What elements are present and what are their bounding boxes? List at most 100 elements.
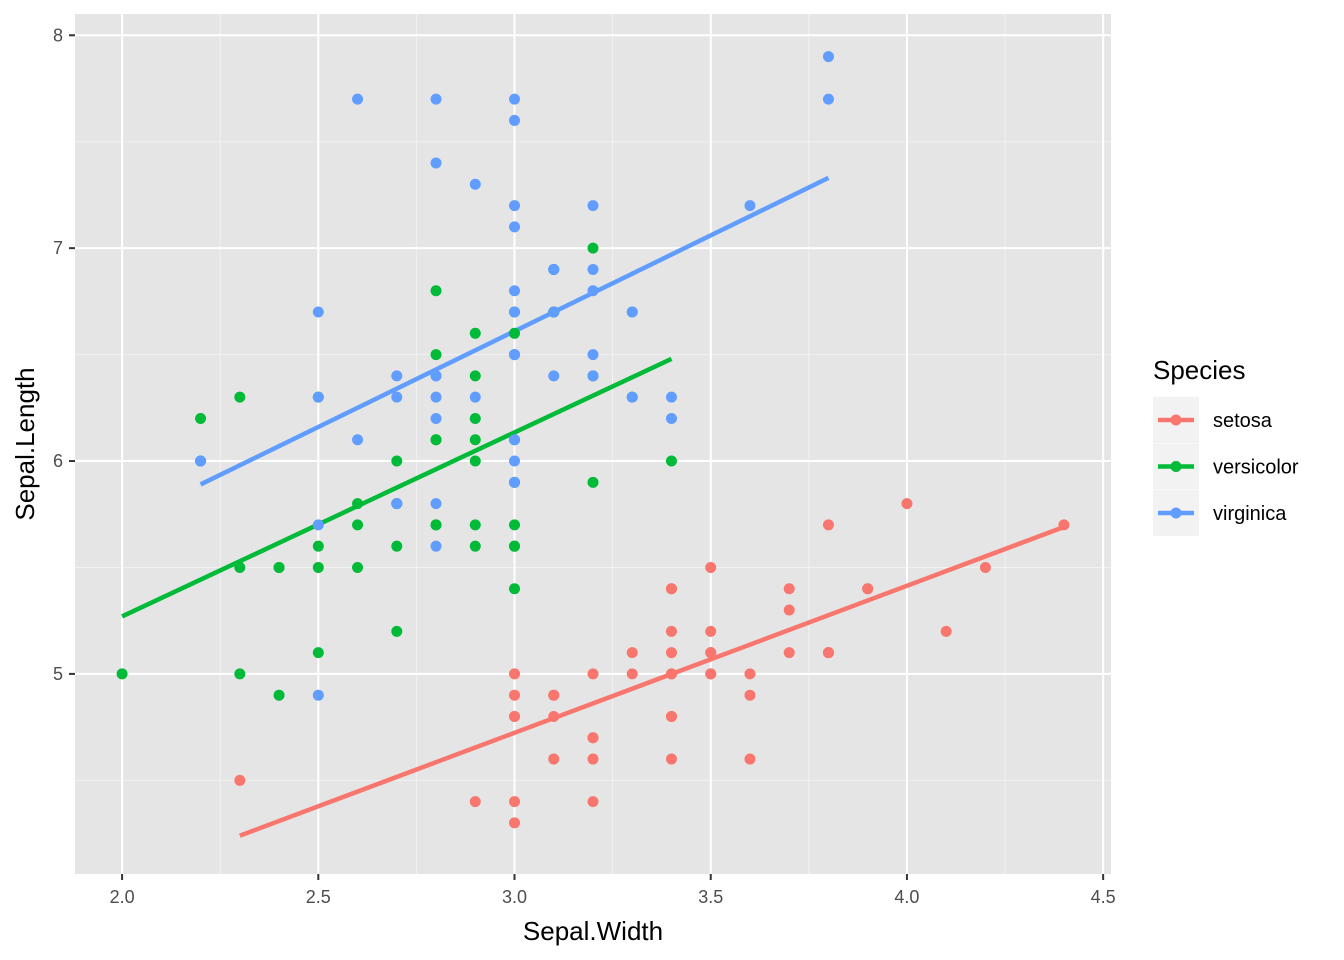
point-versicolor	[352, 519, 364, 531]
point-versicolor	[195, 412, 207, 424]
point-setosa	[783, 583, 795, 595]
point-versicolor	[509, 583, 521, 595]
point-setosa	[234, 774, 246, 786]
point-setosa	[665, 753, 677, 765]
point-setosa	[705, 625, 717, 637]
x-tick-label: 3.5	[698, 887, 723, 907]
point-versicolor	[312, 540, 324, 552]
y-tick-label: 6	[53, 451, 63, 471]
point-setosa	[665, 647, 677, 659]
point-virginica	[312, 306, 324, 318]
fit-line-setosa	[239, 524, 1065, 838]
legend-label-virginica: virginica	[1213, 503, 1287, 525]
point-setosa	[665, 583, 677, 595]
point-setosa	[626, 668, 638, 680]
point-setosa	[509, 817, 521, 829]
point-virginica	[509, 200, 521, 212]
point-virginica	[509, 114, 521, 126]
point-setosa	[705, 561, 717, 573]
point-setosa	[744, 668, 756, 680]
point-setosa	[626, 647, 638, 659]
point-setosa	[940, 625, 952, 637]
point-virginica	[469, 391, 481, 403]
point-virginica	[430, 498, 442, 510]
legend-label-versicolor: versicolor	[1213, 457, 1299, 479]
point-virginica	[822, 93, 834, 105]
plot-panel	[75, 14, 1111, 874]
point-setosa	[744, 689, 756, 701]
x-tick-label: 3.0	[502, 887, 527, 907]
point-versicolor	[273, 689, 285, 701]
point-setosa	[509, 796, 521, 808]
point-setosa	[822, 647, 834, 659]
point-versicolor	[665, 455, 677, 467]
point-virginica	[312, 689, 324, 701]
point-versicolor	[234, 668, 246, 680]
x-axis-title: Sepal.Width	[523, 916, 663, 946]
point-setosa	[822, 519, 834, 531]
y-tick-label: 5	[53, 664, 63, 684]
x-tick-label: 4.0	[894, 887, 919, 907]
point-virginica	[352, 93, 364, 105]
point-setosa	[587, 732, 599, 744]
point-versicolor	[509, 519, 521, 531]
point-virginica	[469, 178, 481, 190]
point-virginica	[430, 93, 442, 105]
point-virginica	[548, 263, 560, 275]
point-versicolor	[352, 498, 364, 510]
point-setosa	[665, 625, 677, 637]
point-versicolor	[312, 647, 324, 659]
point-versicolor	[430, 285, 442, 297]
point-versicolor	[509, 327, 521, 339]
point-setosa	[469, 796, 481, 808]
point-virginica	[430, 391, 442, 403]
point-virginica	[626, 306, 638, 318]
point-versicolor	[587, 242, 599, 254]
point-versicolor	[509, 540, 521, 552]
point-versicolor	[234, 391, 246, 403]
point-versicolor	[469, 434, 481, 446]
point-virginica	[548, 370, 560, 382]
point-setosa	[665, 668, 677, 680]
point-setosa	[665, 710, 677, 722]
point-setosa	[783, 604, 795, 616]
point-setosa	[783, 647, 795, 659]
point-virginica	[509, 476, 521, 488]
point-virginica	[665, 412, 677, 424]
legend-key-point-virginica	[1170, 507, 1182, 519]
point-versicolor	[430, 434, 442, 446]
x-axis: 2.0 2.5 3.0 3.5 4.0 4.5	[110, 874, 1116, 907]
point-virginica	[430, 412, 442, 424]
point-virginica	[352, 434, 364, 446]
point-setosa	[587, 668, 599, 680]
point-versicolor	[469, 540, 481, 552]
point-setosa	[587, 753, 599, 765]
point-versicolor	[469, 519, 481, 531]
point-setosa	[862, 583, 874, 595]
point-versicolor	[234, 561, 246, 573]
legend-label-setosa: setosa	[1213, 410, 1273, 432]
x-tick-label: 4.5	[1091, 887, 1116, 907]
point-virginica	[312, 391, 324, 403]
point-setosa	[548, 753, 560, 765]
legend-keys: setosa versicolor virginica	[1153, 397, 1299, 536]
point-versicolor	[469, 327, 481, 339]
point-setosa	[509, 710, 521, 722]
y-tick-label: 7	[53, 238, 63, 258]
point-setosa	[1058, 519, 1070, 531]
point-virginica	[430, 370, 442, 382]
point-virginica	[195, 455, 207, 467]
y-axis: 5 6 7 8	[53, 25, 75, 684]
point-virginica	[430, 540, 442, 552]
point-virginica	[509, 306, 521, 318]
point-virginica	[509, 455, 521, 467]
data-points	[116, 51, 1070, 829]
point-virginica	[509, 285, 521, 297]
x-tick-label: 2.0	[110, 887, 135, 907]
point-virginica	[626, 391, 638, 403]
point-versicolor	[469, 455, 481, 467]
point-virginica	[312, 519, 324, 531]
point-setosa	[744, 753, 756, 765]
point-virginica	[744, 200, 756, 212]
